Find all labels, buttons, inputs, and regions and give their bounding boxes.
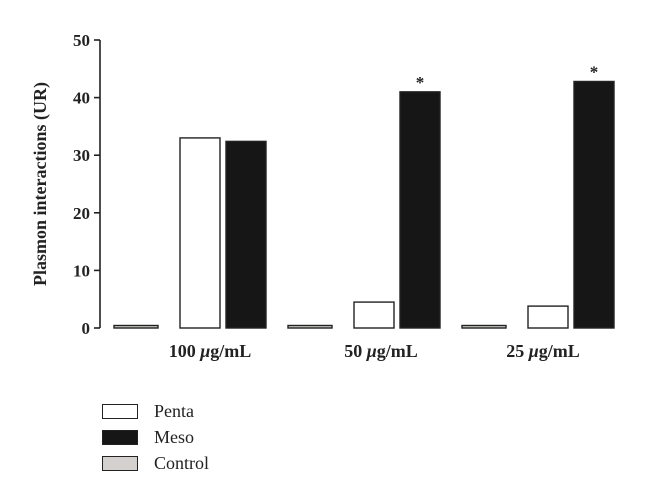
x-tick-label: 50 μg/mL	[344, 341, 418, 361]
legend-label-meso: Meso	[154, 426, 194, 447]
significance-marker: *	[416, 73, 425, 92]
bar-control-0	[113, 324, 159, 329]
y-axis-label: Plasmon interactions (UR)	[30, 82, 51, 286]
bar-penta-0	[179, 137, 221, 329]
legend-swatch-control	[102, 455, 138, 471]
legend: Penta Meso Control	[102, 398, 209, 476]
bar-control-1	[287, 324, 333, 329]
legend-label-control: Control	[154, 452, 210, 473]
bars	[113, 80, 615, 329]
bar-meso-1	[399, 91, 441, 329]
annotations: **	[416, 62, 599, 91]
bar-meso-2	[573, 80, 615, 329]
x-tick-label: 25 μg/mL	[506, 341, 580, 361]
legend-item-control: Control	[102, 450, 209, 476]
bar-penta-2	[527, 305, 569, 329]
legend-swatch-meso	[102, 429, 138, 445]
legend-item-meso: Meso	[102, 424, 209, 450]
y-tick-label: 10	[73, 261, 90, 280]
y-tick-label: 30	[73, 146, 90, 165]
y-tick-label: 50	[73, 31, 90, 50]
legend-label-penta: Penta	[154, 400, 194, 421]
legend-item-penta: Penta	[102, 398, 209, 424]
x-tick-label: 100 μg/mL	[169, 341, 252, 361]
y-tick-label: 0	[82, 319, 91, 338]
bar-control-2	[461, 324, 507, 329]
x-axis-labels: 100 μg/mL 50 μg/mL 25 μg/mL	[169, 341, 580, 361]
y-tick-label: 40	[73, 89, 90, 108]
bar-penta-1	[353, 301, 395, 329]
y-axis: 0 10 20 30 40 50	[73, 31, 101, 338]
significance-marker: *	[590, 62, 599, 81]
y-tick-label: 20	[73, 204, 90, 223]
bar-meso-0	[225, 140, 267, 329]
legend-swatch-penta	[102, 403, 138, 419]
